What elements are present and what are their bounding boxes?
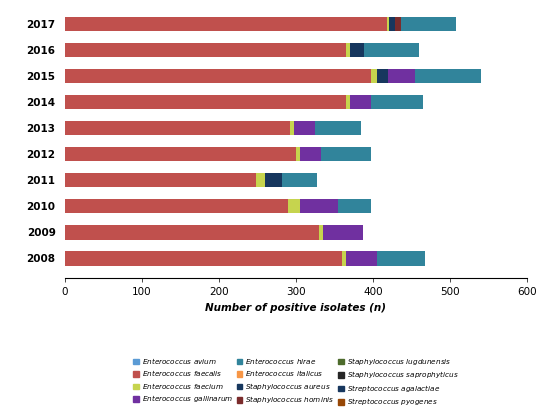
- Bar: [300, 199, 338, 213]
- Bar: [282, 173, 317, 187]
- Bar: [371, 95, 423, 109]
- Bar: [389, 16, 395, 31]
- Bar: [65, 69, 371, 83]
- Bar: [256, 173, 265, 187]
- Bar: [294, 121, 315, 135]
- Bar: [65, 173, 256, 187]
- Bar: [350, 95, 371, 109]
- Bar: [315, 121, 362, 135]
- Bar: [65, 95, 346, 109]
- Bar: [401, 16, 456, 31]
- Bar: [371, 69, 377, 83]
- Bar: [415, 69, 481, 83]
- Bar: [377, 251, 424, 266]
- Bar: [323, 225, 363, 240]
- Bar: [65, 16, 387, 31]
- Bar: [65, 199, 288, 213]
- Bar: [338, 199, 371, 213]
- Bar: [300, 147, 321, 161]
- Bar: [65, 121, 290, 135]
- Bar: [265, 173, 282, 187]
- Bar: [342, 251, 346, 266]
- Bar: [346, 251, 377, 266]
- Bar: [346, 43, 350, 57]
- Bar: [321, 147, 371, 161]
- Bar: [377, 69, 388, 83]
- Bar: [395, 16, 401, 31]
- Bar: [387, 16, 389, 31]
- Bar: [65, 225, 319, 240]
- Legend: $\it{Enterococcus\ avium}$, $\it{Enterococcus\ faecalis}$, $\it{Enterococcus\ fa: $\it{Enterococcus\ avium}$, $\it{Enteroc…: [130, 353, 462, 409]
- Bar: [350, 43, 364, 57]
- Bar: [65, 147, 296, 161]
- Bar: [65, 43, 346, 57]
- Bar: [364, 43, 419, 57]
- Bar: [290, 121, 294, 135]
- Bar: [65, 251, 342, 266]
- Bar: [346, 95, 350, 109]
- Bar: [388, 69, 415, 83]
- Bar: [319, 225, 323, 240]
- Bar: [288, 199, 300, 213]
- Bar: [296, 147, 300, 161]
- X-axis label: Number of positive isolates (n): Number of positive isolates (n): [206, 303, 386, 313]
